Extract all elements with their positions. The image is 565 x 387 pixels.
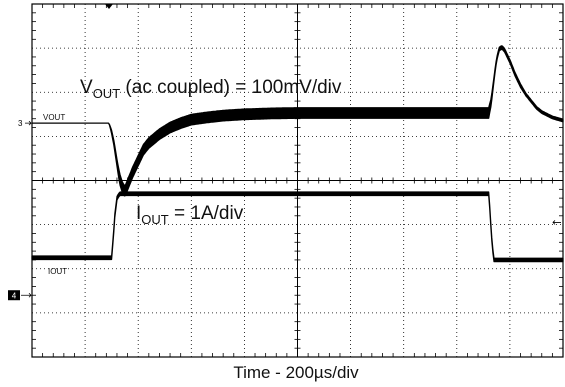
channel-markers: 34 [8, 119, 561, 301]
vout-annotation-sub: OUT [93, 86, 121, 101]
vout-annotation: VOUT (ac coupled) = 100mV/div [80, 77, 342, 101]
iout-channel-label: IOUT [48, 267, 67, 276]
channel-arrow [21, 292, 32, 298]
iout-annotation: IOUT = 1A/div [136, 203, 244, 227]
reference-arrow [552, 220, 561, 225]
iout-annotation-main: I [136, 203, 141, 224]
x-axis-label: Time - 200µs/div [233, 363, 359, 382]
iout-annotation-rest: = 1A/div [169, 203, 244, 224]
trigger-marker [104, 4, 113, 9]
channel-arrow [25, 120, 32, 126]
channel-marker-4: 4 [12, 292, 17, 301]
iout-annotation-sub: OUT [141, 212, 169, 227]
vout-annotation-rest: (ac coupled) = 100mV/div [120, 77, 342, 98]
plot-frame [31, 3, 564, 358]
graticule [32, 4, 563, 357]
channel-badge [8, 290, 20, 301]
vout-annotation-main: V [80, 77, 93, 98]
vout-channel-label: VOUT [43, 113, 65, 122]
channel-marker-3: 3 [18, 119, 23, 128]
